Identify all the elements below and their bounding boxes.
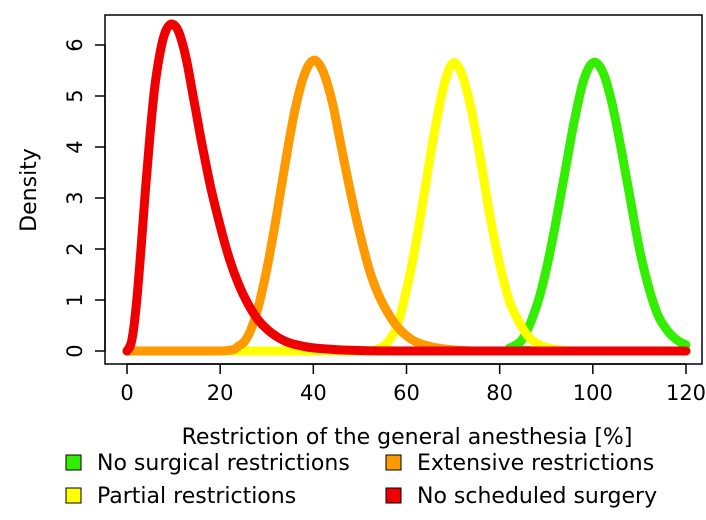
legend-swatch-no-surgical-restrictions <box>65 454 82 471</box>
legend-swatch-extensive-restrictions <box>385 454 402 471</box>
y-tick-label: 1 <box>63 293 87 306</box>
legend-label-extensive-restrictions: Extensive restrictions <box>417 451 654 476</box>
series-line-no-scheduled-surgery <box>122 19 691 356</box>
x-tick-label: 40 <box>300 381 327 405</box>
y-tick-label: 2 <box>63 242 87 255</box>
y-tick-label: 3 <box>63 191 87 204</box>
legend-swatch-partial-restrictions <box>65 487 82 504</box>
legend-swatch-no-scheduled-surgery <box>385 487 402 504</box>
y-tick-label: 6 <box>63 38 87 51</box>
series-layer <box>122 19 691 356</box>
legend-label-partial-restrictions: Partial restrictions <box>97 484 296 509</box>
y-axis: 0 1 2 3 4 5 6 <box>63 38 106 358</box>
legend-label-no-scheduled-surgery: No scheduled surgery <box>417 484 657 509</box>
y-tick-label: 5 <box>63 89 87 102</box>
x-tick-label: 120 <box>666 381 706 405</box>
series-line-partial-restrictions <box>122 58 691 356</box>
x-axis: 0 20 40 60 80 100 120 <box>120 363 706 405</box>
legend-label-no-surgical-restrictions: No surgical restrictions <box>97 451 350 476</box>
y-tick-label: 4 <box>63 140 87 153</box>
y-axis-title: Density <box>17 148 42 232</box>
legend: No surgical restrictions Extensive restri… <box>65 451 657 509</box>
x-tick-label: 100 <box>573 381 613 405</box>
x-tick-label: 80 <box>486 381 513 405</box>
y-tick-label: 0 <box>63 344 87 357</box>
x-tick-label: 60 <box>393 381 420 405</box>
x-tick-label: 20 <box>207 381 234 405</box>
x-axis-title: Restriction of the general anesthesia [%… <box>182 425 633 450</box>
x-tick-label: 0 <box>120 381 133 405</box>
